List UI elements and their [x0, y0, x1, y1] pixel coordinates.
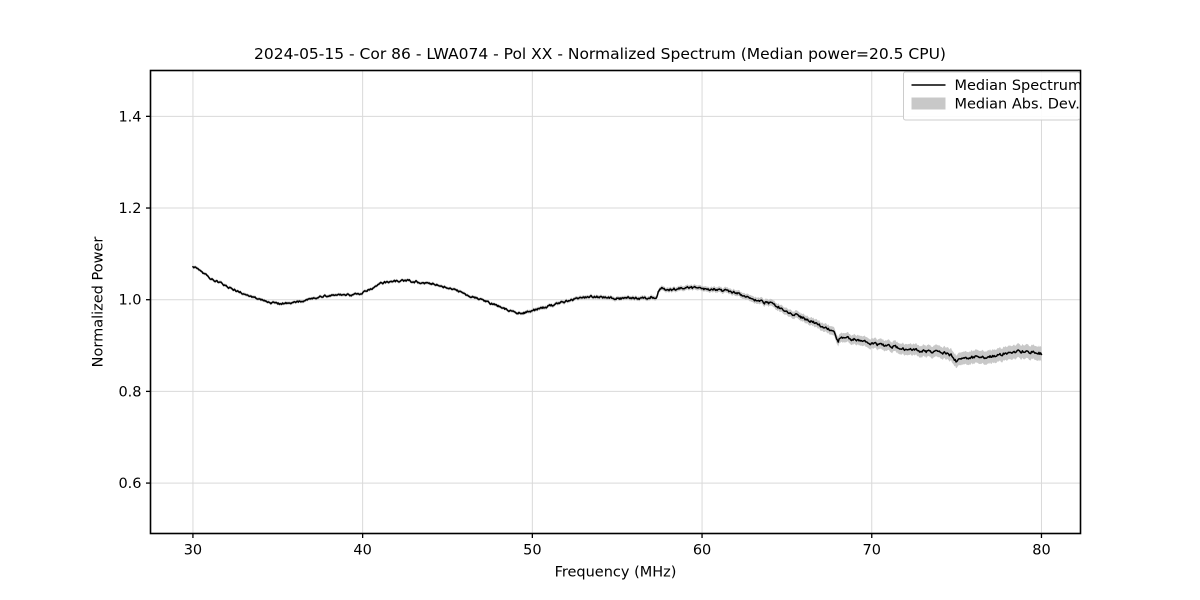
svg-text:60: 60	[693, 543, 711, 559]
legend-box: Median Spectrum Median Abs. Dev.	[903, 71, 1083, 121]
svg-text:30: 30	[184, 543, 202, 559]
svg-text:50: 50	[523, 543, 541, 559]
legend-label: Median Abs. Dev.	[955, 97, 1080, 113]
axis-ticks	[146, 115, 1043, 538]
x-axis-title: Frequency (MHz)	[555, 565, 677, 581]
page-title: 2024-05-15 - Cor 86 - LWA074 - Pol XX - …	[254, 45, 946, 63]
median-spectrum-line	[192, 265, 1043, 363]
y-axis-title: Normalized Power	[91, 237, 107, 368]
median-abs-dev-band	[192, 265, 1042, 369]
svg-text:1.2: 1.2	[118, 201, 141, 217]
svg-text:1.4: 1.4	[118, 109, 141, 125]
svg-text:0.6: 0.6	[118, 476, 141, 492]
svg-text:1.0: 1.0	[118, 293, 141, 309]
svg-text:70: 70	[863, 543, 881, 559]
svg-text:0.8: 0.8	[118, 384, 141, 400]
axes-frame	[149, 69, 1082, 535]
legend-patch-swatch	[911, 97, 946, 110]
legend-label: Median Spectrum	[955, 78, 1083, 94]
svg-text:40: 40	[353, 543, 371, 559]
svg-text:80: 80	[1032, 543, 1050, 559]
axis-labels: 30 40 50 60 70 80 0.6 0.8 1.0 1.2 1.4 Frequency (MH…	[91, 109, 1051, 580]
